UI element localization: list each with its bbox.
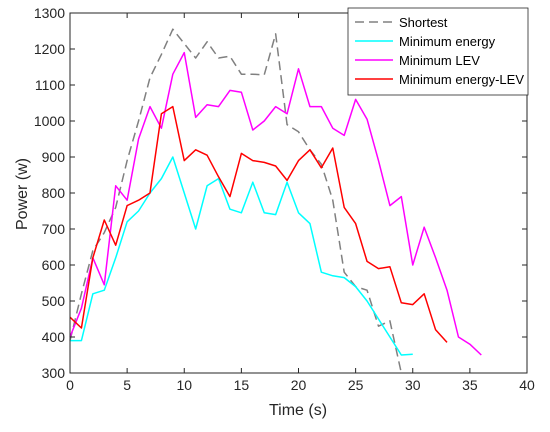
y-tick-labels: 300 400 500 600 700 800 900 1000 1100 1200 1300 — [34, 5, 65, 381]
series-line-minimum-energy — [70, 156, 413, 356]
legend: Shortest Minimum energy Minimum LEV Minimum… — [347, 7, 529, 96]
x-tick-label: 5 — [123, 377, 131, 393]
y-tick-label: 300 — [42, 365, 66, 381]
y-tick-label: 1200 — [34, 41, 65, 57]
x-tick-label: 25 — [348, 377, 364, 393]
series-line-shortest — [69, 28, 403, 374]
x-tick-labels: 0 5 10 15 20 25 30 35 40 — [66, 377, 535, 393]
y-tick-label: 1100 — [35, 77, 65, 93]
y-tick-label: 600 — [42, 257, 66, 273]
legend-label: Shortest — [399, 15, 448, 30]
x-axis-label: Time (s) — [269, 402, 327, 419]
x-tick-label: 35 — [462, 377, 478, 393]
series-layer — [69, 28, 482, 374]
series-line-minimum-lev — [69, 51, 482, 356]
y-tick-label: 800 — [42, 185, 66, 201]
x-tick-label: 15 — [234, 377, 250, 393]
y-axis-label: Power (w) — [14, 158, 31, 230]
y-tick-label: 700 — [42, 221, 66, 237]
y-tick-label: 900 — [42, 149, 66, 165]
x-tick-label: 0 — [66, 377, 74, 393]
y-tick-label: 1000 — [34, 113, 65, 129]
y-tick-label: 1300 — [34, 5, 65, 21]
legend-label: Minimum energy — [399, 34, 496, 49]
x-tick-label: 10 — [176, 377, 192, 393]
series-line-minimum-energy-lev — [69, 105, 448, 343]
x-tick-label: 20 — [291, 377, 307, 393]
legend-label: Minimum LEV — [399, 53, 480, 68]
x-tick-label: 30 — [405, 377, 421, 393]
legend-label: Minimum energy-LEV — [399, 72, 524, 87]
y-tick-label: 500 — [42, 293, 66, 309]
x-tick-label: 40 — [519, 377, 535, 393]
y-tick-label: 400 — [42, 329, 66, 345]
